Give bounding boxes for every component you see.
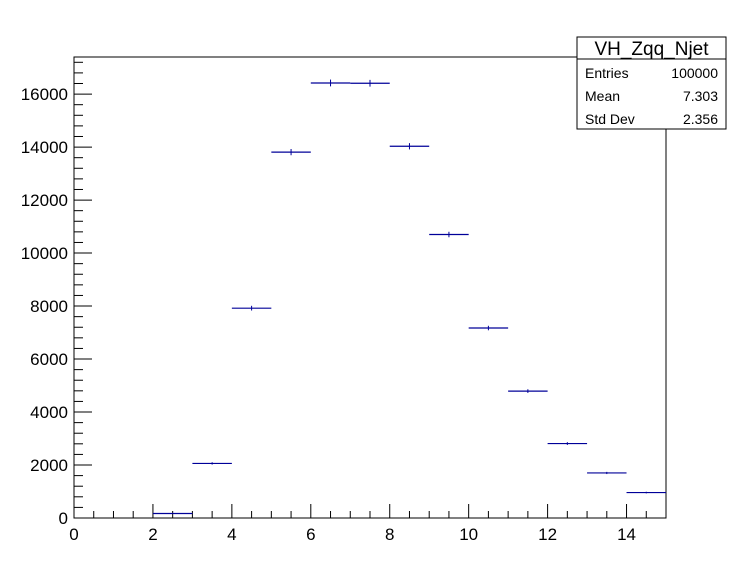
x-tick-label: 0 <box>69 525 78 544</box>
x-tick-label: 8 <box>385 525 394 544</box>
y-tick-label: 14000 <box>21 138 68 157</box>
y-tick-label: 16000 <box>21 85 68 104</box>
y-tick-label: 6000 <box>30 350 68 369</box>
x-tick-label: 14 <box>617 525 636 544</box>
x-tick-label: 2 <box>148 525 157 544</box>
histogram-bin <box>192 462 232 465</box>
y-tick-label: 12000 <box>21 191 68 210</box>
x-tick-label: 12 <box>538 525 557 544</box>
histogram-bin <box>429 231 469 238</box>
stats-title: VH_Zqq_Njet <box>594 39 709 60</box>
y-axis: 0 2000 4000 6000 8000 10000 12000 14000 16000 <box>21 61 92 528</box>
y-tick-label: 0 <box>59 509 68 528</box>
histogram-bin <box>350 79 390 87</box>
stats-mean-label: Mean <box>585 88 620 104</box>
histogram-bin <box>547 442 588 445</box>
histogram-bin <box>468 325 509 331</box>
x-tick-label: 6 <box>306 525 315 544</box>
y-tick-label: 10000 <box>21 244 68 263</box>
stats-entries-value: 100000 <box>671 65 718 81</box>
histogram-bin <box>389 143 430 150</box>
stats-box-frame <box>576 36 727 130</box>
histogram-bin <box>508 389 548 393</box>
y-tick-label: 8000 <box>30 297 68 316</box>
histogram-bin <box>626 491 666 494</box>
x-tick-label: 10 <box>459 525 478 544</box>
x-axis: 0 2 4 6 8 10 12 14 <box>69 504 667 544</box>
x-tick-label: 4 <box>227 525 236 544</box>
y-tick-label: 4000 <box>30 403 68 422</box>
stats-mean-value: 7.303 <box>683 88 718 104</box>
histogram-bin <box>587 471 627 475</box>
y-tick-label: 2000 <box>30 456 68 475</box>
histogram-bins <box>152 79 666 515</box>
histogram-bin <box>271 149 311 156</box>
stats-entries-label: Entries <box>585 65 629 81</box>
stats-stddev-label: Std Dev <box>585 111 635 127</box>
histogram-bin <box>231 305 272 311</box>
histogram-bin <box>310 79 351 87</box>
histogram-bin <box>152 512 193 515</box>
stats-box: VH_Zqq_Njet Entries 100000 Mean 7.303 St… <box>576 36 727 130</box>
stats-stddev-value: 2.356 <box>683 111 718 127</box>
